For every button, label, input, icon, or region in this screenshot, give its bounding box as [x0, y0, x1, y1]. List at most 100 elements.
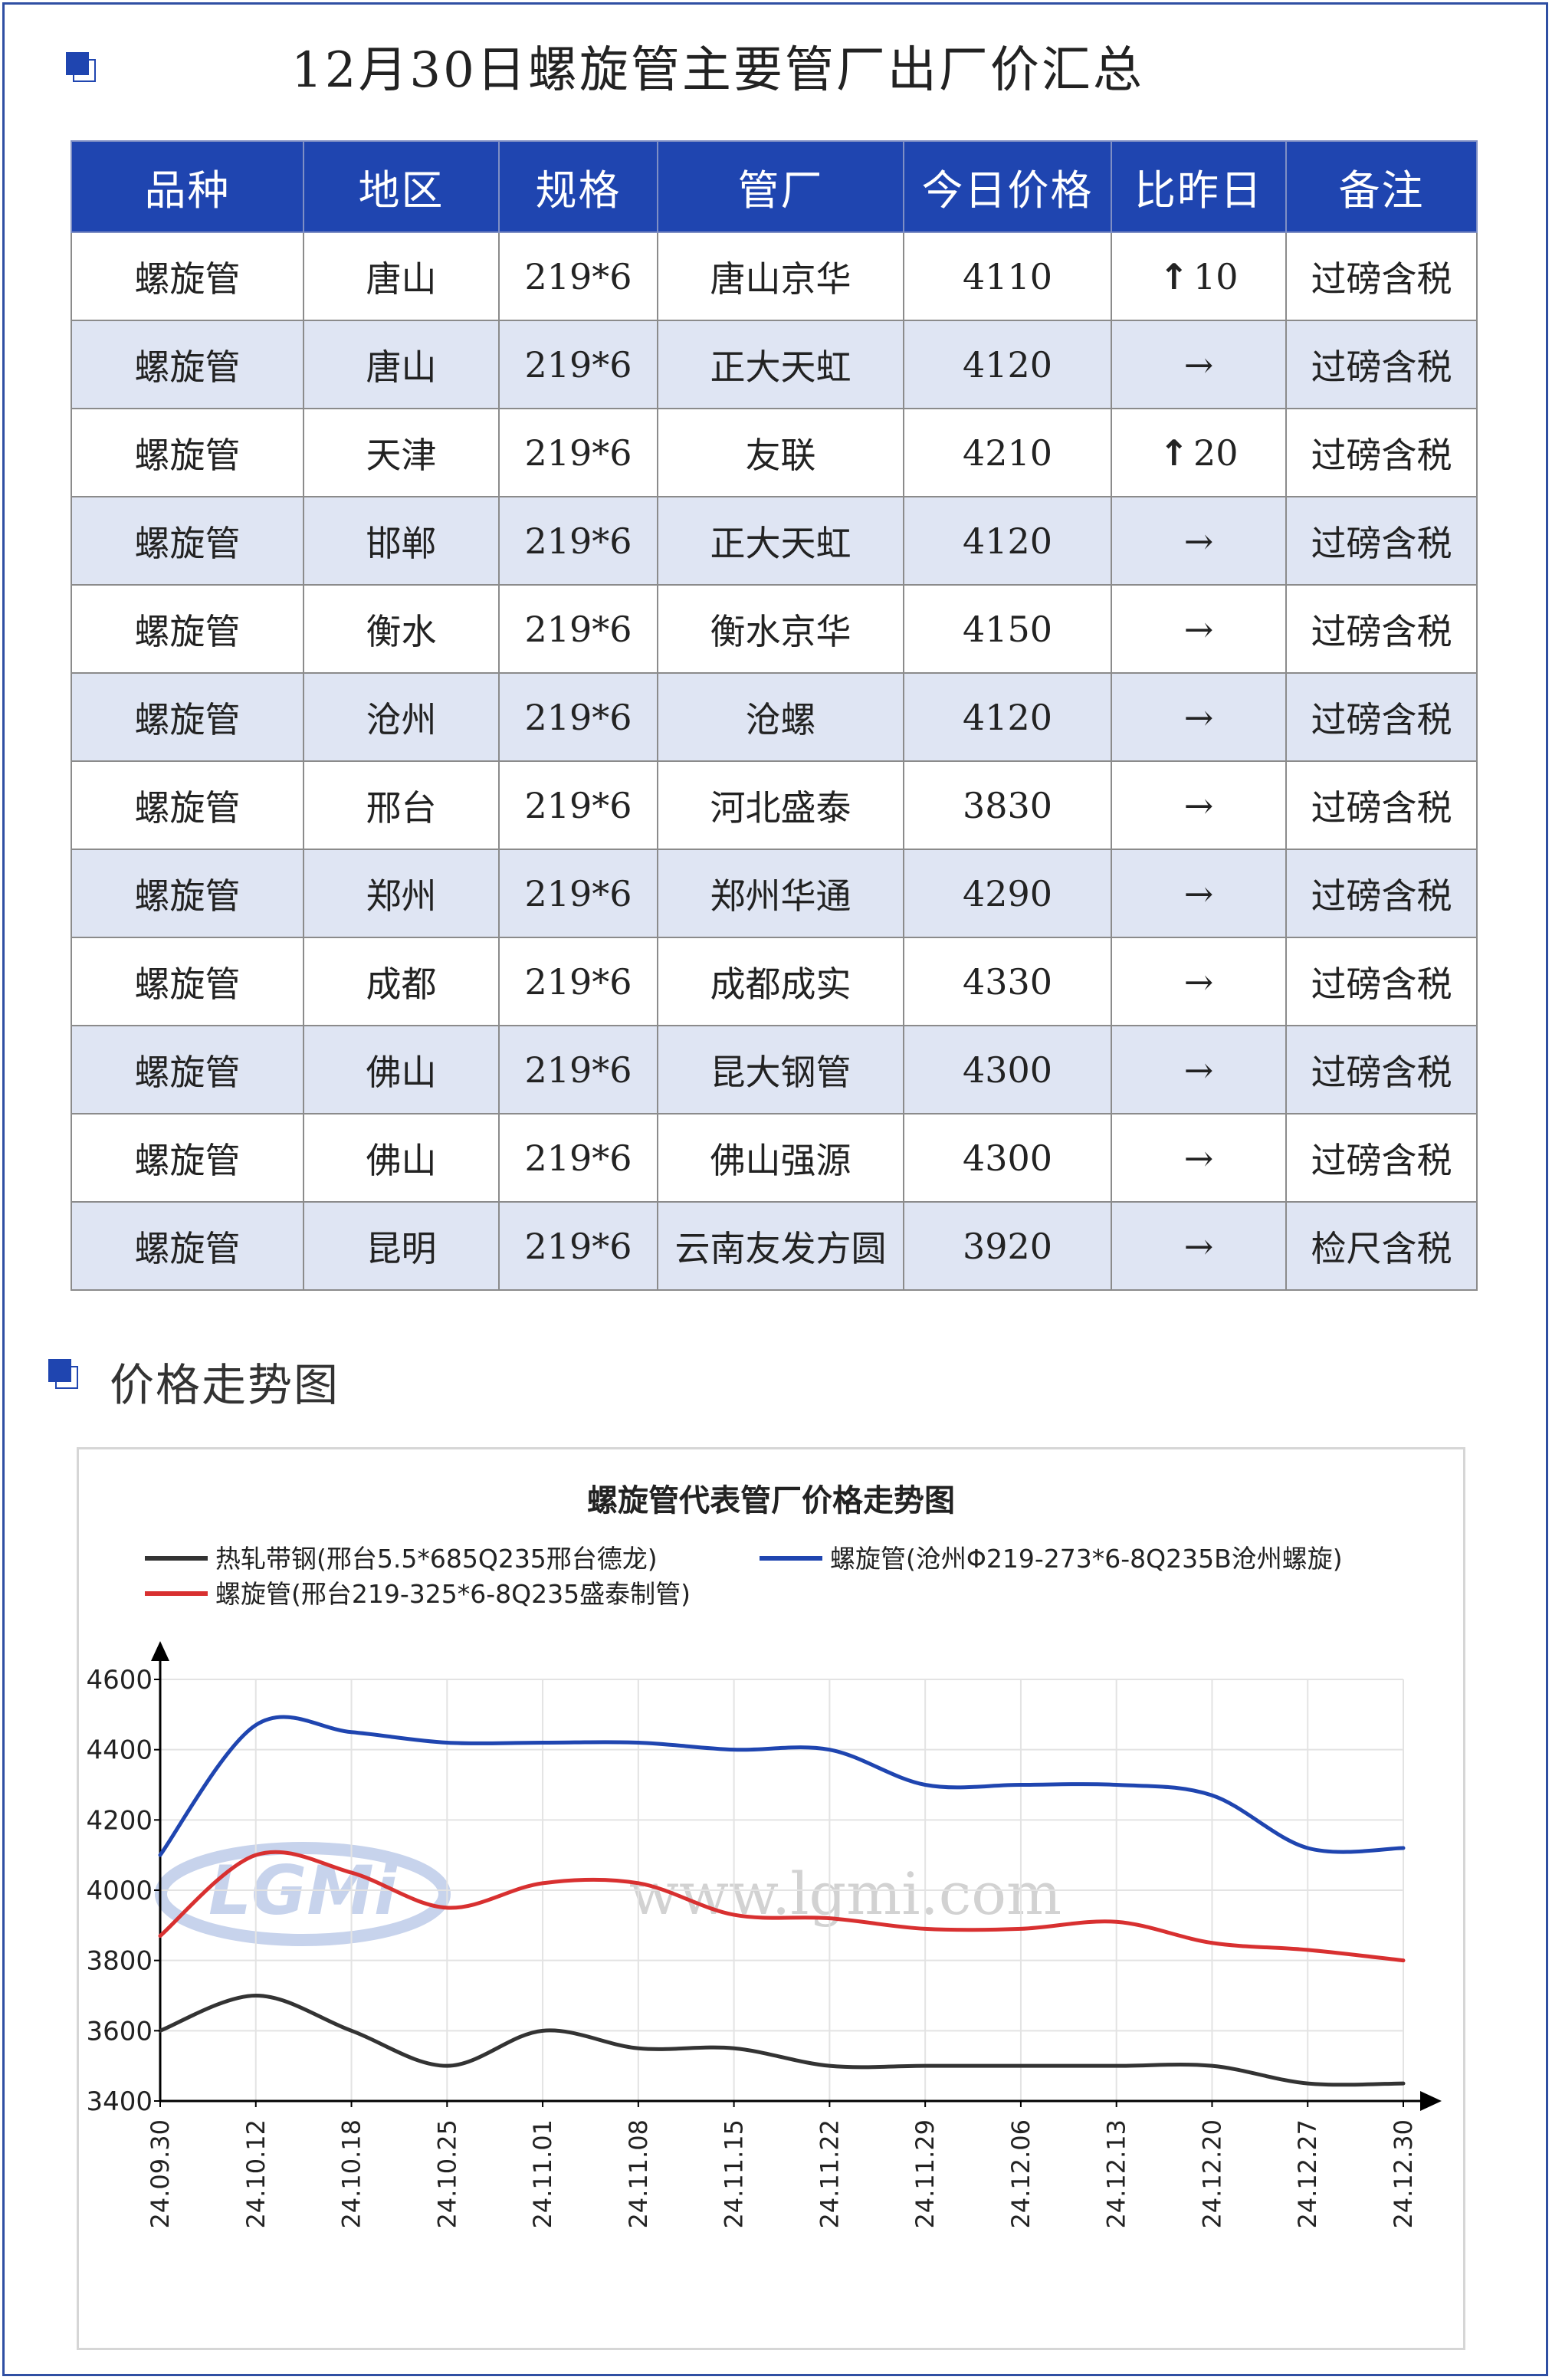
table-cell-region: 唐山: [303, 320, 500, 409]
table-cell-mill: 唐山京华: [657, 231, 904, 321]
table-cell-region: 邯郸: [303, 496, 500, 586]
table-cell-price: 4150: [903, 584, 1112, 674]
watermark-url: www.lgmi.com: [629, 1860, 1061, 1928]
x-tick-label: 24.11.15: [720, 2119, 749, 2229]
table-row: 螺旋管 唐山 219*6 唐山京华 4110 ↑ 10 过磅含税: [71, 231, 1478, 321]
table-header-row: 品种 地区 规格 管厂 今日价格 比昨日 备注: [71, 140, 1478, 233]
table-cell-variety: 螺旋管: [71, 231, 304, 321]
y-tick-label: 4600: [86, 1665, 153, 1696]
change-value: 10: [1193, 255, 1239, 297]
series-line-2: [158, 1850, 1406, 1963]
table-cell-mill: 沧螺: [657, 672, 904, 762]
x-tick-label: 24.10.25: [432, 2119, 461, 2229]
table-cell-spec: 219*6: [498, 1201, 658, 1291]
chart-title: 螺旋管代表管厂价格走势图: [587, 1483, 955, 1518]
table-cell-price: 3920: [903, 1201, 1112, 1291]
y-tick-label: 4200: [86, 1805, 153, 1836]
x-tick-label: 24.10.12: [241, 2119, 271, 2229]
column-header: 地区: [303, 140, 500, 233]
table-cell-variety: 螺旋管: [71, 408, 304, 497]
table-row: 螺旋管 天津 219*6 友联 4210 ↑ 20 过磅含税: [71, 408, 1478, 497]
chart-series: [158, 1715, 1406, 2087]
table-cell-price: 4110: [903, 231, 1112, 321]
table-cell-note: 过磅含税: [1285, 672, 1478, 762]
table-cell-change: →: [1111, 672, 1287, 762]
table-cell-price: 4120: [903, 496, 1112, 586]
section-bullet-icon: [48, 1359, 79, 1390]
table-cell-note: 过磅含税: [1285, 849, 1478, 938]
table-cell-change: ↑ 20: [1111, 408, 1287, 497]
table-cell-region: 郑州: [303, 849, 500, 938]
table-cell-region: 昆明: [303, 1201, 500, 1291]
y-tick-label: 3400: [86, 2086, 153, 2117]
y-tick-label: 3600: [86, 2016, 153, 2047]
table-cell-mill: 郑州华通: [657, 849, 904, 938]
section-title: 价格走势图: [110, 1359, 340, 1411]
table-cell-price: 4290: [903, 849, 1112, 938]
table-body: 螺旋管 唐山 219*6 唐山京华 4110 ↑ 10 过磅含税 螺旋管 唐山 219*6 正大天虹 4…: [71, 231, 1478, 1291]
column-header: 规格: [498, 140, 658, 233]
column-header: 品种: [71, 140, 304, 233]
legend-label: 螺旋管(沧州Φ219-273*6-8Q235B沧州螺旋): [830, 1544, 1343, 1574]
table-cell-spec: 219*6: [498, 320, 658, 409]
watermark: LGMi www.lgmi.com: [155, 1842, 1061, 1946]
price-trend-chart: 螺旋管代表管厂价格走势图 热轧带钢(邢台5.5*685Q235邢台德龙) 螺旋管(…: [77, 1447, 1465, 2350]
table-cell-spec: 219*6: [498, 1025, 658, 1114]
x-axis-arrow-icon: [1420, 2091, 1442, 2111]
table-cell-spec: 219*6: [498, 231, 658, 321]
change-value: 20: [1193, 432, 1239, 474]
table-cell-spec: 219*6: [498, 496, 658, 586]
series-line-1: [158, 1715, 1406, 1857]
x-tick-label: 24.09.30: [146, 2119, 175, 2229]
table-cell-note: 过磅含税: [1285, 584, 1478, 674]
table-row: 螺旋管 昆明 219*6 云南友发方圆 3920 → 检尺含税: [71, 1201, 1478, 1291]
table-cell-mill: 河北盛泰: [657, 760, 904, 850]
table-cell-mill: 云南友发方圆: [657, 1201, 904, 1291]
chart-canvas: 螺旋管代表管厂价格走势图 热轧带钢(邢台5.5*685Q235邢台德龙) 螺旋管(…: [86, 1483, 1442, 2229]
table-cell-note: 过磅含税: [1285, 1113, 1478, 1203]
table-cell-change: →: [1111, 849, 1287, 938]
section-bullet-icon: [66, 52, 97, 83]
table-cell-spec: 219*6: [498, 937, 658, 1026]
table-row: 螺旋管 衡水 219*6 衡水京华 4150 → 过磅含税: [71, 584, 1478, 674]
table-cell-spec: 219*6: [498, 849, 658, 938]
table-cell-variety: 螺旋管: [71, 1113, 304, 1203]
table-row: 螺旋管 邢台 219*6 河北盛泰 3830 → 过磅含税: [71, 760, 1478, 850]
table-cell-region: 邢台: [303, 760, 500, 850]
table-cell-note: 检尺含税: [1285, 1201, 1478, 1291]
chart-grid: [160, 1679, 1404, 2101]
chart-axes: [151, 1641, 1442, 2111]
table-cell-region: 唐山: [303, 231, 500, 321]
table-cell-change: ↑ 10: [1111, 231, 1287, 321]
table-cell-mill: 昆大钢管: [657, 1025, 904, 1114]
table-cell-price: 4300: [903, 1113, 1112, 1203]
table-cell-mill: 成都成实: [657, 937, 904, 1026]
column-header: 管厂: [657, 140, 904, 233]
table-cell-spec: 219*6: [498, 584, 658, 674]
table-cell-spec: 219*6: [498, 1113, 658, 1203]
table-row: 螺旋管 邯郸 219*6 正大天虹 4120 → 过磅含税: [71, 496, 1478, 586]
table-cell-change: →: [1111, 496, 1287, 586]
table-cell-change: →: [1111, 584, 1287, 674]
price-table: 品种 地区 规格 管厂 今日价格 比昨日 备注 螺旋管 唐山 219*6 唐山京华 41…: [71, 140, 1478, 1291]
column-header: 今日价格: [903, 140, 1112, 233]
table-cell-variety: 螺旋管: [71, 672, 304, 762]
table-cell-note: 过磅含税: [1285, 320, 1478, 409]
y-tick-label: 4400: [86, 1735, 153, 1766]
x-tick-label: 24.11.01: [528, 2119, 557, 2229]
x-tick-label: 24.11.29: [911, 2119, 940, 2229]
series-line-0: [158, 1994, 1406, 2087]
table-cell-region: 天津: [303, 408, 500, 497]
table-cell-price: 4330: [903, 937, 1112, 1026]
table-cell-variety: 螺旋管: [71, 1201, 304, 1291]
chart-ticks: 3400 3600 3800 4000 4200 4400 4600 24.09.30 24.1…: [86, 1665, 1418, 2229]
x-tick-label: 24.11.08: [624, 2119, 653, 2229]
legend-label: 热轧带钢(邢台5.5*685Q235邢台德龙): [215, 1544, 658, 1574]
table-cell-region: 佛山: [303, 1025, 500, 1114]
table-cell-change: →: [1111, 1201, 1287, 1291]
table-cell-price: 4210: [903, 408, 1112, 497]
y-tick-label: 3800: [86, 1946, 153, 1977]
table-cell-variety: 螺旋管: [71, 584, 304, 674]
up-arrow-icon: ↑: [1159, 255, 1189, 297]
